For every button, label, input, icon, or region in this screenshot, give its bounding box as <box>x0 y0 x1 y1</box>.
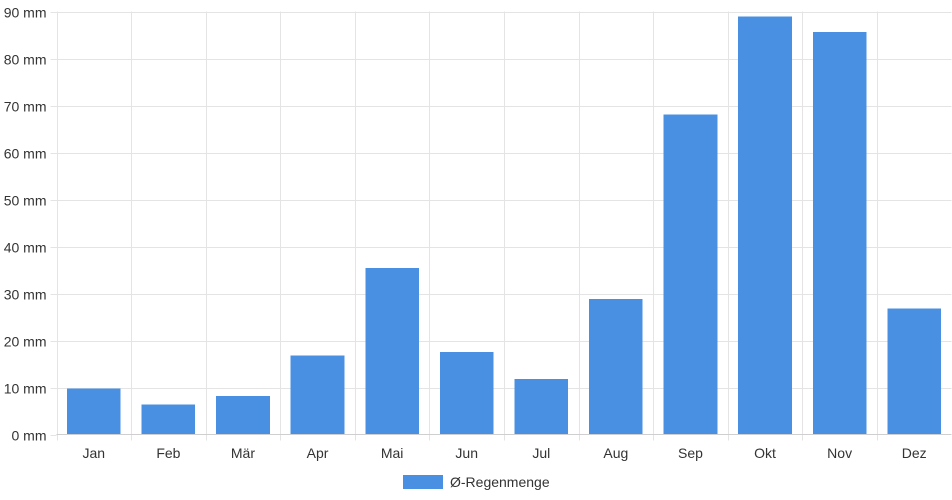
bar-jan[interactable] <box>66 388 121 435</box>
legend-swatch[interactable] <box>403 475 443 489</box>
bar-mai[interactable] <box>365 268 419 435</box>
x-tick-label: Mär <box>231 445 255 461</box>
y-tick-label: 50 mm <box>4 193 47 209</box>
y-tick-label: 70 mm <box>4 99 47 115</box>
y-tick-label: 20 mm <box>4 334 47 350</box>
y-tick-label: 90 mm <box>4 5 47 21</box>
bar-apr[interactable] <box>290 355 345 435</box>
grid <box>56 11 952 441</box>
x-tick-label: Jan <box>83 445 106 461</box>
bar-jul[interactable] <box>514 379 569 435</box>
axes <box>50 12 952 436</box>
x-tick-label: Mai <box>381 445 404 461</box>
x-tick-label: Feb <box>156 445 180 461</box>
x-tick-label: Sep <box>678 445 703 461</box>
bar-okt[interactable] <box>738 16 792 435</box>
y-tick-label: 30 mm <box>4 287 47 303</box>
bar-sep[interactable] <box>663 114 718 435</box>
legend-label[interactable]: Ø-Regenmenge <box>450 474 550 490</box>
x-tick-label: Jul <box>532 445 550 461</box>
bar-feb[interactable] <box>141 404 196 435</box>
y-tick-label: 40 mm <box>4 240 47 256</box>
y-tick-label: 10 mm <box>4 381 47 397</box>
bar-mär[interactable] <box>216 395 270 435</box>
x-tick-label: Aug <box>603 445 628 461</box>
tick-labels: 0 mm 10 mm 20 mm 30 mm 40 mm 50 mm 60 mm 70 mm 8… <box>4 5 927 462</box>
x-tick-label: Jun <box>455 445 478 461</box>
bar-nov[interactable] <box>812 32 867 435</box>
y-tick-label: 0 mm <box>12 428 47 444</box>
x-tick-label: Okt <box>754 445 776 461</box>
bar-jun[interactable] <box>439 351 494 435</box>
bars <box>66 16 942 435</box>
x-tick-label: Dez <box>902 445 927 461</box>
x-tick-label: Nov <box>827 445 852 461</box>
y-tick-label: 60 mm <box>4 146 47 162</box>
y-tick-label: 80 mm <box>4 52 47 68</box>
x-tick-label: Apr <box>307 445 329 461</box>
bar-dez[interactable] <box>887 308 942 435</box>
bar-aug[interactable] <box>589 299 643 435</box>
legend[interactable]: Ø-Regenmenge <box>403 474 550 490</box>
